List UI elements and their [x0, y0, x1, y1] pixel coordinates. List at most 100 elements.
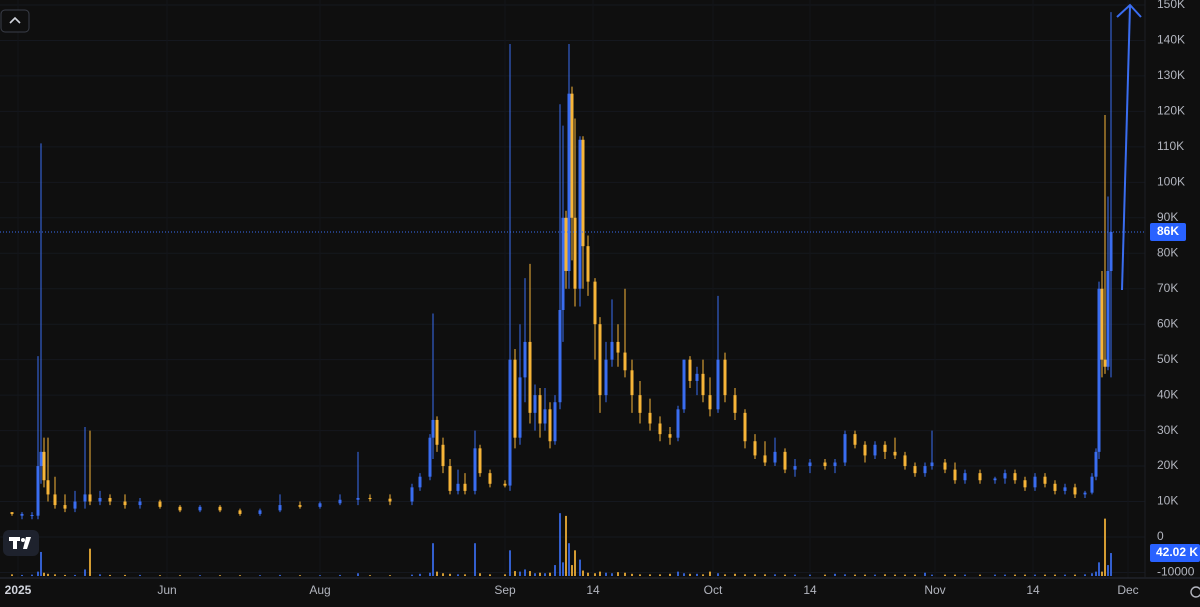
volume-bar: [1044, 574, 1046, 576]
candle-body: [73, 501, 77, 509]
volume-bar: [1024, 574, 1026, 576]
y-tick-label: 70K: [1157, 281, 1178, 295]
volume-bar: [599, 571, 601, 576]
candle-body: [98, 497, 102, 502]
candle-body: [1094, 451, 1098, 477]
volume-bar: [1064, 574, 1066, 576]
candle-body: [108, 497, 112, 502]
volume-label: 42.02 K: [1156, 545, 1198, 559]
volume-bar: [844, 574, 846, 576]
candle-body: [873, 444, 877, 456]
y-tick-label: 50K: [1157, 352, 1178, 366]
candle-body: [610, 341, 614, 360]
candle-body: [431, 419, 435, 438]
volume-bar: [1101, 571, 1103, 576]
candle-body: [278, 505, 282, 511]
y-tick-label: 30K: [1157, 423, 1178, 437]
volume-bar: [1084, 574, 1086, 576]
volume-bar: [574, 550, 576, 576]
candle-body: [528, 341, 532, 413]
candle-body: [39, 451, 43, 467]
candle-body: [548, 409, 552, 442]
y-tick-label: 100K: [1157, 175, 1185, 189]
candle-body: [930, 462, 934, 467]
candle-body: [508, 359, 512, 486]
x-tick-label: Jun: [157, 583, 176, 597]
volume-bar: [631, 573, 633, 576]
candle-body: [783, 451, 787, 470]
candle-body: [708, 395, 712, 410]
volume-bar: [874, 574, 876, 576]
volume-bar: [534, 573, 536, 576]
volume-bar: [611, 573, 613, 576]
candle-body: [298, 505, 302, 507]
candle-body: [570, 93, 574, 218]
settings-icon[interactable]: [1190, 586, 1200, 598]
candle-body: [448, 466, 452, 491]
candle-body: [30, 514, 34, 516]
volume-bar: [689, 573, 691, 576]
volume-bar: [529, 571, 531, 576]
candle-body: [20, 513, 24, 516]
volume-bar: [764, 574, 766, 576]
candle-body: [604, 359, 608, 396]
volume-bar: [519, 571, 521, 576]
x-tick-label: 14: [1026, 583, 1040, 597]
volume-bar: [754, 574, 756, 576]
y-tick-label: 110K: [1157, 139, 1184, 153]
candle-body: [558, 310, 562, 403]
volume-bar: [139, 574, 141, 576]
volume-bar: [74, 574, 76, 576]
candle-body: [943, 462, 947, 470]
volume-label-box: [1150, 544, 1200, 563]
y-tick-label: 80K: [1157, 245, 1178, 259]
volume-bar: [524, 569, 526, 576]
volume-bar: [669, 573, 671, 576]
candle-body: [543, 409, 547, 424]
volume-bar: [489, 574, 491, 576]
candle-body: [518, 377, 522, 438]
volume-bar: [199, 575, 201, 576]
candle-body: [83, 494, 87, 502]
volume-bar: [696, 573, 698, 576]
volume-bar: [37, 571, 39, 576]
volume-bar: [504, 574, 506, 576]
volume-bar: [624, 572, 626, 576]
candle-body: [913, 466, 917, 474]
candle-body: [338, 499, 342, 504]
volume-bar: [31, 574, 33, 576]
candle-body: [1109, 231, 1113, 271]
y-tick-label: 10K: [1157, 494, 1178, 508]
candle-body: [1083, 492, 1087, 495]
candle-body: [1003, 473, 1007, 479]
volume-bar: [744, 574, 746, 576]
volume-bar: [419, 573, 421, 576]
volume-bar: [339, 574, 341, 576]
volume-bar: [554, 565, 556, 576]
candle-body: [648, 412, 652, 424]
volume-bar: [99, 574, 101, 576]
collapse-button[interactable]: [0, 9, 30, 33]
candle-body: [463, 483, 467, 491]
candle-body: [688, 359, 692, 381]
volume-bar: [64, 574, 66, 576]
volume-bar: [565, 515, 567, 576]
candle-body: [573, 217, 577, 289]
volume-bar: [429, 572, 431, 576]
candle-body: [923, 466, 927, 474]
volume-bar: [259, 575, 261, 576]
volume-bar: [299, 575, 301, 576]
logo[interactable]: [3, 530, 39, 556]
volume-bar: [809, 574, 811, 576]
volume-bar: [702, 574, 704, 576]
volume-pane: [11, 513, 1112, 576]
candle-body: [638, 395, 642, 413]
x-tick-label: Sep: [494, 583, 516, 597]
volume-bar: [43, 572, 45, 576]
volume-bar: [436, 571, 438, 576]
volume-bar: [709, 571, 711, 576]
volume-bar: [587, 572, 589, 576]
